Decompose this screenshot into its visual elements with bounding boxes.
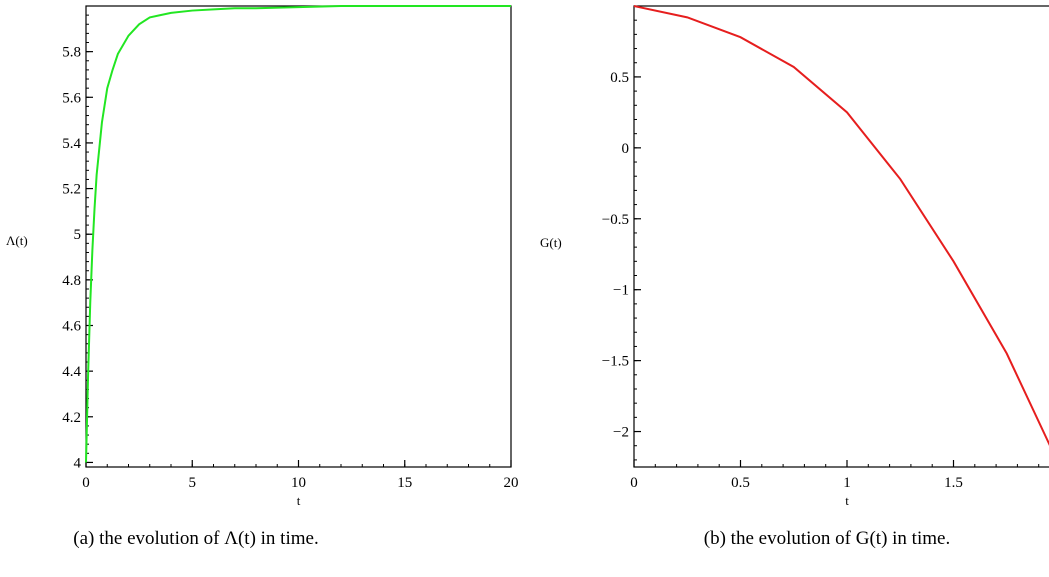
y-tick-label: 0.5 xyxy=(610,70,629,86)
y-tick-label: 4.6 xyxy=(62,319,81,335)
y-tick-label: 5.4 xyxy=(62,136,81,152)
x-axis-label-b: t xyxy=(845,493,849,508)
series-line-a xyxy=(85,5,511,463)
y-tick-label: −2 xyxy=(613,425,629,441)
y-tick-label: 4.2 xyxy=(62,410,81,426)
y-axis-label-b: G(t) xyxy=(540,235,562,250)
y-tick-label: −1 xyxy=(613,283,629,299)
series-line-b xyxy=(633,5,1049,446)
y-tick-label: 5.8 xyxy=(62,45,81,61)
y-axis-label-a: Λ(t) xyxy=(6,233,28,248)
y-tick-label: 5.6 xyxy=(62,90,81,106)
x-tick-label: 0 xyxy=(630,475,638,491)
y-tick-label: 4 xyxy=(74,455,82,471)
x-tick-label: 20 xyxy=(504,475,519,491)
y-tick-label: 4.4 xyxy=(62,364,81,380)
plot-frame-b xyxy=(633,5,1049,468)
x-tick-label: 5 xyxy=(189,475,197,491)
y-tick-label: −0.5 xyxy=(602,212,629,228)
y-tick-label: 5 xyxy=(74,227,82,243)
y-tick-label: 0 xyxy=(622,141,630,157)
caption-a: (a) the evolution of Λ(t) in time. xyxy=(73,528,318,549)
caption-b: (b) the evolution of G(t) in time. xyxy=(704,528,950,549)
plot-frame-a xyxy=(85,5,512,468)
x-axis-label-a: t xyxy=(297,493,301,508)
x-tick-label: 10 xyxy=(291,475,306,491)
y-axis-a: 4 4.2 4.4 4.6 4.8 5 5.2 5.4 5.6 5.8 xyxy=(62,5,93,471)
x-axis-b: 00.511.52 xyxy=(630,460,1040,491)
chart-a: 4 4.2 4.4 4.6 4.8 5 5.2 5.4 5.6 5.8 0 5 10 15 20 Λ(t)… xyxy=(6,5,519,549)
x-tick-label: 1 xyxy=(843,475,851,491)
x-tick-label: 1.5 xyxy=(944,475,963,491)
x-tick-label: 0.5 xyxy=(731,475,750,491)
x-tick-label: 15 xyxy=(397,475,412,491)
x-axis-a: 0 5 10 15 20 xyxy=(82,460,519,491)
chart-b: −2−1.5−1−0.500.5 00.511.52 G(t) t (b) th… xyxy=(540,5,1049,549)
y-axis-b: −2 −1.5 −1 −0.5 0 0.5 xyxy=(602,5,641,461)
y-tick-label: 5.2 xyxy=(62,182,81,198)
y-tick-label: −1.5 xyxy=(602,354,629,370)
y-tick-label: 4.8 xyxy=(62,273,81,289)
x-tick-label: 0 xyxy=(82,475,90,491)
